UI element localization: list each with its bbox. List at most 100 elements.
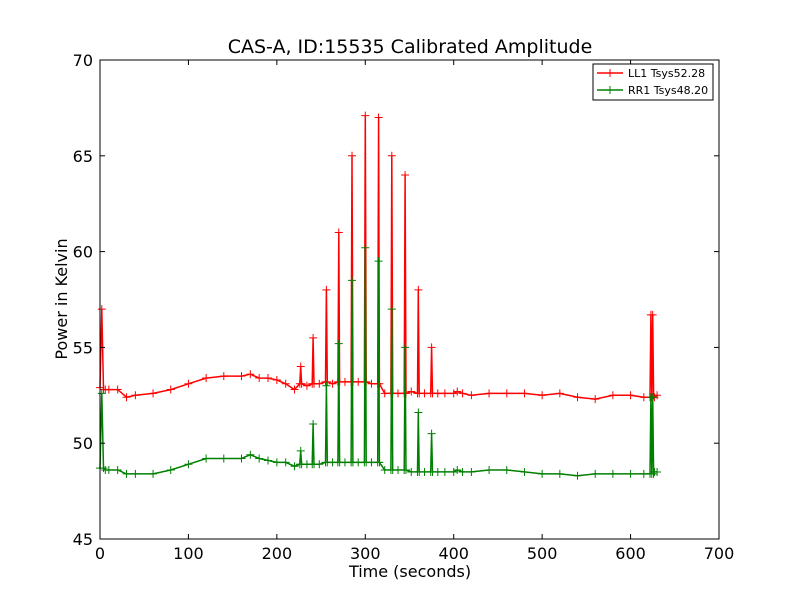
y-tick-label: 60 [73,243,93,262]
x-tick-label: 500 [527,544,558,563]
data-point [502,389,511,398]
data-point [122,393,131,402]
data-point [387,151,396,160]
data-point [219,372,228,381]
legend-label: LL1 Tsys52.28 [628,67,705,80]
data-point [374,113,383,122]
data-point [440,467,449,476]
plot-area [96,111,662,480]
data-point [555,389,564,398]
data-point [281,379,290,388]
data-point [131,469,140,478]
data-point [502,466,511,475]
legend-frame [592,63,714,101]
x-tick-label: 0 [95,544,105,563]
data-point [538,469,547,478]
data-point [648,393,657,402]
x-tick-label: 200 [262,544,293,563]
data-point [375,458,384,467]
series-2 [96,243,662,480]
data-point [573,393,582,402]
data-point [184,460,193,469]
data-point [272,458,281,467]
data-point [458,467,467,476]
data-point [290,462,299,471]
data-point [520,389,529,398]
data-point [453,466,462,475]
data-point [538,391,547,400]
data-point [555,469,564,478]
data-point [322,381,331,390]
data-point [401,466,410,475]
data-point [348,151,357,160]
data-point [246,370,255,379]
data-point [433,467,442,476]
data-point [653,391,662,400]
data-point [255,454,264,463]
data-point [237,372,246,381]
data-point [334,339,343,348]
x-tick-label: 300 [350,544,381,563]
data-point [315,460,324,469]
data-point [255,374,264,383]
data-point [520,467,529,476]
data-point [361,243,370,252]
series-1 [96,111,662,404]
data-point [281,458,290,467]
x-tick-label: 400 [438,544,469,563]
data-point [328,379,337,388]
data-point [99,464,108,473]
data-point [387,305,396,314]
data-point [467,391,476,400]
axes: 0 100 200 300 400 500 600 700 45 50 55 60 65 70 [73,51,735,563]
data-point [97,305,106,314]
data-point [237,454,246,463]
data-point [246,450,255,459]
data-point [407,387,416,396]
data-point [649,469,658,478]
data-point [414,285,423,294]
data-point [653,467,662,476]
data-point [296,446,305,455]
data-point [272,375,281,384]
data-point [184,379,193,388]
data-point [297,379,306,388]
data-point [264,374,273,383]
plot-frame [99,59,720,540]
data-point [453,387,462,396]
data-point [113,385,122,394]
data-point [427,343,436,352]
data-point [485,389,494,398]
data-point [334,228,343,237]
data-point [433,389,442,398]
data-point [608,391,617,400]
data-point [427,429,436,438]
data-point [467,467,476,476]
data-point [348,276,357,285]
data-point [309,333,318,342]
x-tick-label: 600 [615,544,646,563]
data-point [113,466,122,475]
data-point [440,389,449,398]
data-point [309,420,318,429]
data-point [219,454,228,463]
data-point [608,469,617,478]
data-point [290,385,299,394]
data-point [166,385,175,394]
data-point [458,389,467,398]
data-point [149,469,158,478]
data-point [149,389,158,398]
data-point [104,385,113,394]
y-tick-label: 50 [73,434,93,453]
data-point [591,395,600,404]
data-point [296,362,305,371]
x-tick-label: 700 [704,544,735,563]
data-point [449,467,458,476]
data-point [648,310,657,319]
x-tick-label: 100 [173,544,204,563]
data-point [626,391,635,400]
data-point [166,466,175,475]
y-tick-label: 65 [73,147,93,166]
data-point [374,257,383,266]
data-point [302,381,311,390]
